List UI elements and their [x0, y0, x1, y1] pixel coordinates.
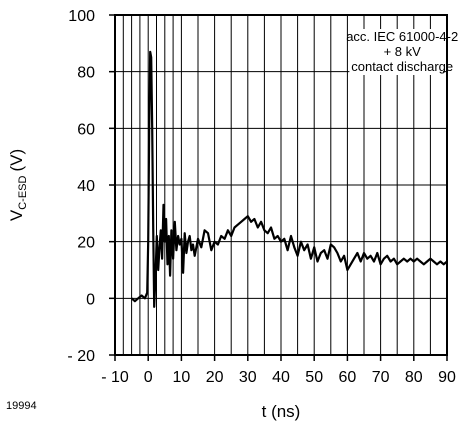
x-tick-label: 70	[372, 369, 390, 386]
y-tick-label: 0	[86, 291, 95, 308]
annotation-box: acc. IEC 61000-4-2 + 8 kV contact discha…	[346, 29, 458, 75]
x-tick-label: 30	[239, 369, 257, 386]
y-tick-label: 80	[77, 65, 95, 82]
y-tick-label: 60	[77, 121, 95, 138]
x-tick-label: 90	[438, 369, 456, 386]
x-tick-label: 0	[144, 369, 153, 386]
series-line	[130, 50, 448, 308]
x-tick-label: 80	[405, 369, 423, 386]
x-tick-label: 40	[272, 369, 290, 386]
x-tick-label: 10	[173, 369, 191, 386]
x-tick-label: 20	[206, 369, 224, 386]
y-tick-label: - 20	[67, 348, 95, 365]
x-tick-label: 50	[305, 369, 323, 386]
y-axis-label-main: V	[7, 209, 26, 221]
y-tick-label: 20	[77, 235, 95, 252]
annotation-line-2: + 8 kV	[384, 44, 422, 59]
annotation-line-1: acc. IEC 61000-4-2	[346, 29, 458, 44]
y-tick-labels: - 20 0 20 40 60 80 100	[67, 8, 95, 365]
y-tick-label: 40	[77, 178, 95, 195]
annotation-line-3: contact discharge	[351, 59, 453, 74]
y-axis-label-subscript: C-ESD	[17, 176, 29, 210]
y-tick-label: 100	[68, 8, 95, 25]
x-tick-labels: - 10 0 10 20 30 40 50 60 70 80 90	[101, 369, 456, 386]
x-tick-label: - 10	[101, 369, 129, 386]
x-tick-label: 60	[339, 369, 357, 386]
x-axis-label: t (ns)	[262, 402, 301, 421]
figure-number: 19994	[6, 400, 37, 412]
tick-marks	[109, 14, 448, 361]
y-axis-label: VC-ESD (V)	[7, 149, 29, 221]
series-layer	[130, 50, 448, 308]
annotation-background	[349, 29, 443, 75]
y-axis-label-unit: (V)	[7, 149, 26, 172]
